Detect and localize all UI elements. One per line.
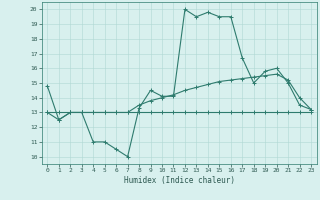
- X-axis label: Humidex (Indice chaleur): Humidex (Indice chaleur): [124, 176, 235, 185]
